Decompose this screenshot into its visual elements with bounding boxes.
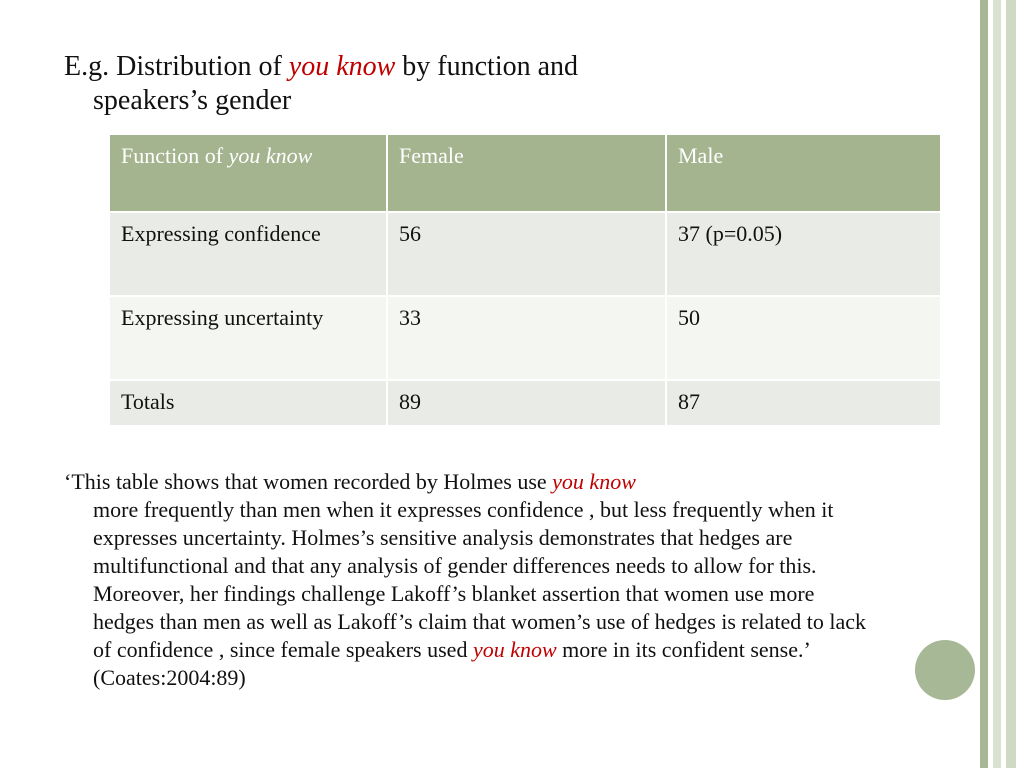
header-female: Female	[386, 133, 667, 213]
quote-emphasis2: you know	[472, 637, 557, 662]
table-row: Expressing uncertainty 33 50	[108, 295, 942, 381]
heading-prefix: E.g. Distribution of	[64, 51, 289, 82]
cell-function: Expressing confidence	[108, 211, 388, 297]
quote-emphasis1: you know	[552, 469, 636, 494]
border-stripe	[1016, 0, 1024, 768]
cell-male: 50	[665, 295, 942, 381]
border-stripe	[988, 0, 993, 768]
border-stripe	[1001, 0, 1006, 768]
quote-block: ‘This table shows that women recorded by…	[64, 468, 874, 692]
cell-female: 33	[386, 295, 667, 381]
cell-female: 89	[386, 379, 667, 427]
header-function-prefix: Function of	[121, 143, 229, 168]
slide-heading: E.g. Distribution of you know by functio…	[64, 50, 784, 118]
border-stripe	[993, 0, 1001, 768]
cell-female: 56	[386, 211, 667, 297]
cell-function: Expressing uncertainty	[108, 295, 388, 381]
heading-suffix: by function and	[395, 51, 579, 82]
quote-part2: more frequently than men when it express…	[93, 497, 867, 662]
header-function-emphasis: you know	[228, 143, 313, 168]
quote-body: more frequently than men when it express…	[64, 496, 874, 692]
quote-first-line: ‘This table shows that women recorded by…	[64, 468, 874, 496]
decorative-circle	[915, 640, 975, 700]
quote-open-mark: ‘	[64, 469, 72, 494]
border-stripe	[980, 0, 988, 768]
quote-part3: more in its confident sense.’ (Coates:20…	[93, 637, 810, 690]
header-function: Function of you know	[108, 133, 388, 213]
cell-male: 87	[665, 379, 942, 427]
header-male: Male	[665, 133, 942, 213]
border-stripe	[1006, 0, 1016, 768]
heading-line2: speakers’s gender	[93, 85, 292, 116]
quote-part1: This table shows that women recorded by …	[71, 469, 553, 494]
heading-emphasis: you know	[288, 51, 396, 82]
table-row: Expressing confidence 56 37 (p=0.05)	[108, 211, 942, 297]
distribution-table: Function of you know Female Male Express…	[108, 133, 942, 427]
cell-function: Totals	[108, 379, 388, 427]
cell-male: 37 (p=0.05)	[665, 211, 942, 297]
table-header-row: Function of you know Female Male	[108, 133, 942, 213]
table-row: Totals 89 87	[108, 379, 942, 427]
